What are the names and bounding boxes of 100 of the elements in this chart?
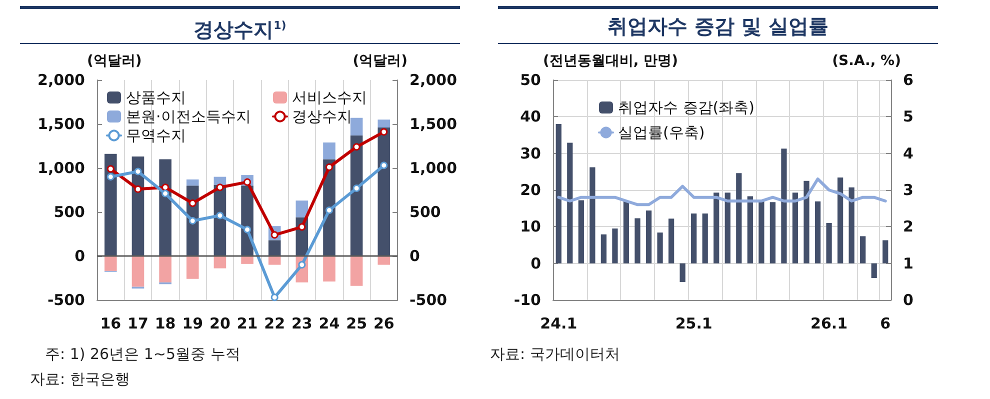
bar — [814, 201, 821, 264]
y2-tick-label: 6 — [903, 71, 914, 89]
point — [106, 173, 114, 181]
x-tick-label: 25.1 — [675, 314, 712, 332]
bar — [792, 192, 798, 264]
y-tick-label: 50 — [520, 71, 541, 89]
bar — [132, 256, 144, 287]
bar — [350, 118, 363, 136]
x-tick-label: 18 — [154, 314, 176, 332]
legend-label: 본원·이전소득수지 — [126, 108, 251, 126]
bar — [826, 223, 832, 264]
y-axis-title: (전년동월대비, 만명) — [543, 53, 678, 69]
y2-tick-label: -500 — [410, 291, 448, 309]
chart-title: 경상수지$^{1)}$ — [20, 6, 460, 44]
y-tick-label: 40 — [520, 108, 541, 126]
bar — [770, 202, 776, 264]
point — [270, 294, 278, 302]
bar — [714, 192, 720, 264]
bar — [646, 210, 652, 264]
bar — [556, 124, 562, 264]
bar — [350, 135, 363, 256]
legend-label: 경상수지 — [292, 108, 352, 126]
bar — [600, 234, 607, 264]
y2-tick-label: 1,000 — [410, 159, 458, 177]
y-tick-label: -500 — [47, 291, 85, 309]
text: 자료: 한국은행 — [30, 370, 130, 389]
bar — [612, 228, 618, 264]
y2-tick-label: 2,000 — [410, 71, 458, 89]
y-tick-label: 500 — [54, 203, 85, 221]
point — [380, 162, 388, 170]
y-tick-label: -10 — [514, 291, 541, 309]
legend-label: 서비스수지 — [292, 88, 367, 106]
x-tick-label: 20 — [210, 314, 230, 332]
y2-tick-label: 1 — [903, 254, 914, 272]
bar — [736, 173, 742, 264]
y2-tick-label: 500 — [410, 203, 441, 221]
x-tick-label: 26.1 — [810, 314, 848, 332]
y2-tick-label: 0 — [410, 247, 420, 265]
point — [134, 185, 142, 193]
bar — [323, 256, 336, 282]
y2-tick-label: 4 — [903, 144, 914, 162]
bar — [378, 120, 390, 128]
y2-tick-label: 1,500 — [410, 115, 458, 133]
y-tick-label: 10 — [520, 218, 541, 236]
bar — [296, 200, 308, 218]
bar — [702, 213, 708, 264]
point — [244, 226, 252, 234]
y-tick-label: 20 — [520, 181, 541, 199]
point — [162, 190, 170, 198]
y2-tick-label: 0 — [903, 291, 914, 309]
y-axis-title: (억달러) — [87, 53, 142, 69]
point — [326, 206, 333, 214]
point — [298, 261, 306, 269]
bar — [104, 256, 117, 271]
legend-label: 취업자수 증감(좌축) — [618, 98, 754, 116]
x-tick-label: 24.1 — [540, 314, 578, 332]
legend-label: 상품수지 — [126, 88, 186, 106]
x-tick-label: 23 — [291, 314, 312, 332]
bar — [668, 218, 674, 264]
y-tick-label: 1,500 — [38, 115, 85, 133]
text: 자료: 국가데이터처 — [490, 345, 620, 364]
x-tick-label: 26 — [373, 314, 394, 332]
legend-label: 무역수지 — [126, 126, 186, 144]
bar — [623, 201, 630, 264]
bar — [724, 192, 730, 264]
y2-axis-title: (S.A., %) — [832, 53, 901, 69]
y-tick-label: 30 — [520, 144, 541, 162]
bar — [186, 179, 199, 186]
chart-title: 취업자수 증감 및 실업률 — [498, 6, 938, 44]
legend-label: 실업률(우축) — [618, 124, 705, 142]
bar — [758, 200, 764, 264]
bar — [268, 240, 281, 256]
x-tick-label: 17 — [128, 314, 148, 332]
bar — [159, 256, 172, 282]
point — [134, 168, 142, 176]
bar — [578, 200, 584, 264]
y-tick-label: 2,000 — [38, 71, 85, 89]
point — [162, 184, 170, 192]
x-tick-label: 25 — [346, 314, 368, 332]
point — [380, 128, 388, 136]
point — [352, 143, 360, 151]
bar — [871, 263, 877, 278]
point — [216, 184, 224, 192]
point — [326, 163, 333, 171]
x-tick-label: 21 — [236, 314, 258, 332]
bar — [214, 256, 226, 268]
bar — [860, 236, 866, 264]
point — [188, 199, 196, 207]
bar — [132, 156, 144, 256]
bar — [691, 213, 697, 264]
bar — [634, 218, 640, 264]
y-tick-label: 0 — [74, 247, 85, 265]
text: 주: 1) 26년은 1~5월중 누적 — [45, 345, 240, 364]
y2-tick-label: 3 — [903, 181, 914, 199]
x-tick-label: 6 — [880, 314, 891, 332]
point — [106, 165, 114, 173]
bar — [680, 263, 686, 282]
bar — [837, 178, 844, 264]
bar — [323, 142, 336, 160]
bar — [781, 148, 787, 264]
